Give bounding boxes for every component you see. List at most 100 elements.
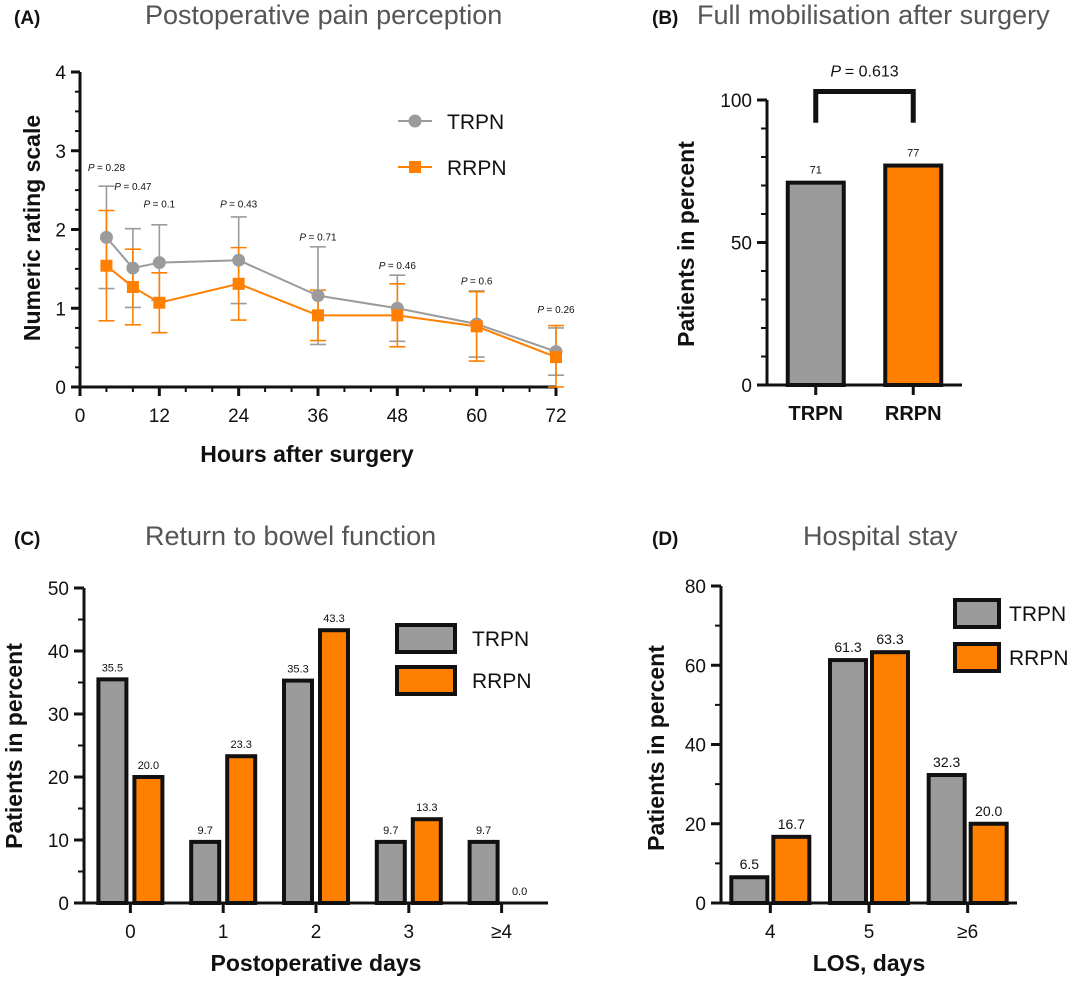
y-tick-label: 2 (55, 221, 66, 242)
bar-trpn-ge4 (467, 839, 500, 906)
panel-a: (A) Postoperative pain perception Hours … (14, 0, 575, 467)
y-tick-label: 60 (685, 656, 706, 677)
data-label-rrpn-ge4: 0.0 (512, 886, 527, 898)
p-value-label: P = 0.26 (537, 305, 575, 316)
y-tick-label: 40 (685, 736, 706, 757)
panel-a-plot (98, 185, 564, 388)
data-label-rrpn-4: 16.7 (778, 816, 805, 832)
y-tick-label: 20 (48, 768, 69, 789)
data-point-rrpn (312, 309, 324, 322)
y-tick-label: 50 (48, 579, 69, 600)
panel-c-y-axis-title: Patients in percent (1, 643, 27, 849)
bar-trpn-0 (96, 677, 129, 905)
bar-rrpn-ge6 (968, 821, 1009, 905)
legend-label-trpn: TRPN (1009, 603, 1066, 626)
x-tick-label: TRPN (789, 403, 843, 425)
legend-item-rrpn: RRPN (395, 665, 532, 696)
data-label-rrpn-1: 23.3 (230, 739, 251, 751)
panel-a-p-values: P = 0.28 P = 0.47 P = 0.1 P = 0.43 P = 0.71 P… (88, 163, 575, 316)
p-value-label: P = 0.28 (88, 163, 126, 174)
legend-swatch-rrpn (395, 665, 457, 696)
data-point-rrpn (153, 296, 166, 309)
comparison-bracket (813, 88, 916, 123)
legend-marker-rrpn (409, 161, 421, 173)
data-label-trpn-1: 9.7 (198, 825, 213, 837)
panel-d-letter: (D) (652, 529, 678, 550)
y-tick-label: 40 (48, 642, 69, 663)
data-label-rrpn-0: 20.0 (138, 760, 159, 772)
x-tick-label: ≥4 (491, 922, 512, 943)
bar-rrpn-4 (771, 834, 812, 905)
panel-b-plot: 71 77 P = 0.613 (785, 63, 944, 387)
legend-item-rrpn: RRPN (953, 642, 1069, 673)
bar-trpn-3 (374, 839, 407, 906)
x-tick-label: 72 (545, 406, 566, 427)
y-tick-label: 80 (685, 577, 706, 598)
panel-c-legend: TRPN RRPN (395, 623, 532, 696)
bar-trpn-5 (828, 658, 868, 905)
legend-swatch-rrpn (953, 642, 1001, 673)
x-tick-label: 24 (228, 406, 250, 427)
panel-d-y-axis-title: Patients in percent (643, 645, 669, 851)
y-tick-label: 10 (48, 831, 69, 852)
comparison-p-value: P = 0.613 (830, 63, 898, 80)
p-value-label: P = 0.1 (144, 199, 176, 210)
data-point-rrpn (126, 280, 139, 293)
data-point-trpn (311, 289, 325, 303)
legend-label-rrpn: RRPN (472, 670, 532, 693)
x-tick-label: ≥6 (957, 922, 978, 943)
y-tick-label: 50 (731, 234, 752, 255)
data-label-trpn-ge4: 9.7 (476, 825, 491, 837)
x-tick-label: 12 (149, 406, 170, 427)
legend-label-rrpn: RRPN (447, 157, 507, 180)
data-point-rrpn (391, 309, 404, 322)
x-tick-label: 60 (466, 406, 487, 427)
legend-label-trpn: TRPN (472, 628, 529, 651)
data-point-rrpn (232, 277, 245, 290)
y-tick-label: 1 (55, 299, 66, 320)
data-label-rrpn-2: 43.3 (323, 613, 344, 625)
x-tick-label: 48 (387, 406, 408, 427)
panel-b-letter: (B) (652, 8, 678, 29)
data-point-rrpn (550, 351, 562, 364)
y-tick-label: 100 (720, 91, 752, 112)
bar-trpn-4 (729, 875, 770, 906)
data-point-rrpn (470, 320, 483, 333)
panel-c-title: Return to bowel function (145, 521, 436, 551)
y-tick-label: 3 (55, 142, 66, 163)
bar-trpn-ge6 (926, 773, 967, 905)
y-tick-label: 4 (55, 63, 66, 84)
panel-d: (D) Hospital stay LOS, days Patients in … (643, 521, 1069, 976)
y-tick-label: 20 (685, 815, 706, 836)
legend-label-trpn: TRPN (447, 111, 504, 134)
p-value-label: P = 0.46 (379, 261, 417, 272)
x-tick-label: 0 (75, 406, 86, 427)
bar-rrpn-3 (410, 817, 443, 906)
x-tick-label: 3 (404, 922, 415, 943)
panel-c-x-axis-title: Postoperative days (211, 950, 422, 976)
y-tick-label: 0 (695, 894, 706, 915)
x-tick-label: 1 (218, 922, 229, 943)
data-point-trpn (152, 256, 166, 270)
y-tick-label: 0 (55, 378, 66, 399)
panel-d-legend: TRPN RRPN (953, 598, 1069, 673)
bar-trpn-2 (282, 678, 314, 905)
data-point-trpn (99, 230, 113, 244)
panel-d-x-axis-title: LOS, days (813, 950, 925, 976)
data-point-rrpn (100, 259, 113, 272)
data-label-trpn: 71 (810, 165, 822, 177)
legend-swatch-trpn (953, 598, 1001, 629)
panel-d-title: Hospital stay (803, 521, 958, 551)
legend-item-trpn: TRPN (395, 623, 529, 654)
legend-item-trpn: TRPN (953, 598, 1066, 629)
panel-d-axes: 0 20 40 60 80 4 5 ≥6 (685, 577, 1017, 943)
bar-rrpn-1 (225, 754, 258, 906)
p-value-label: P = 0.47 (114, 182, 152, 193)
data-label-trpn-5: 61.3 (834, 639, 861, 655)
panel-a-letter: (A) (14, 8, 40, 29)
x-tick-label: 4 (765, 922, 776, 943)
data-label-trpn-2: 35.3 (287, 664, 308, 676)
bar-trpn (785, 180, 846, 387)
p-value-label: P = 0.6 (461, 277, 493, 288)
x-tick-label: 2 (311, 922, 322, 943)
